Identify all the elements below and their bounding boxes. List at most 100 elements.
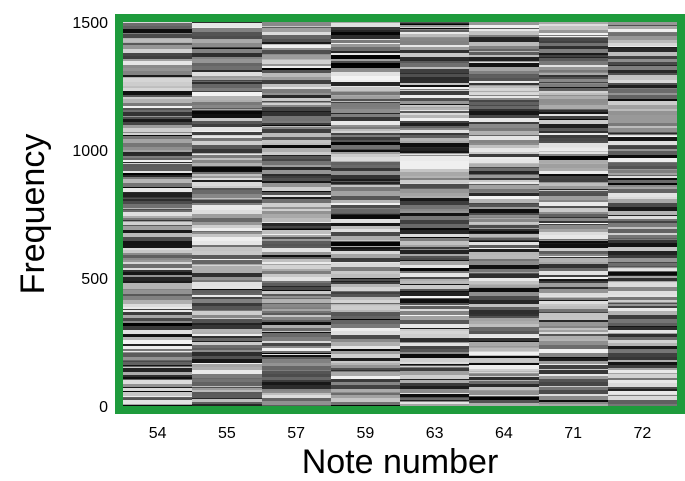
heatmap-cell — [123, 379, 192, 380]
heatmap-cell — [539, 191, 608, 193]
heatmap-cell — [123, 156, 192, 158]
heatmap-column-63 — [400, 22, 469, 406]
heatmap-cell — [262, 64, 331, 66]
heatmap-cell — [123, 78, 192, 82]
heatmap-cell — [192, 53, 262, 57]
heatmap-cell — [608, 22, 677, 25]
heatmap-cell — [469, 178, 539, 180]
heatmap-cell — [608, 362, 677, 365]
heatmap-cell — [400, 368, 469, 371]
heatmap-cell — [262, 218, 331, 222]
heatmap-cell — [262, 70, 331, 73]
heatmap-cell — [123, 68, 192, 71]
heatmap-cell — [469, 98, 539, 100]
heatmap-cell — [331, 226, 400, 229]
heatmap-cell — [331, 113, 400, 114]
heatmap-cell — [192, 332, 262, 334]
heatmap-cell — [469, 152, 539, 154]
heatmap-cell — [539, 257, 608, 258]
heatmap-cell — [262, 348, 331, 351]
heatmap-cell — [331, 223, 400, 226]
heatmap-cell — [123, 38, 192, 39]
heatmap-cell — [469, 403, 539, 406]
heatmap-cell — [469, 74, 539, 75]
heatmap-cell — [331, 251, 400, 254]
heatmap-cell — [262, 294, 331, 296]
heatmap-cell — [262, 257, 331, 259]
heatmap-cell — [192, 92, 262, 96]
heatmap-cell — [123, 290, 192, 294]
heatmap-cell — [400, 189, 469, 193]
heatmap-cell — [400, 271, 469, 273]
heatmap-cell — [400, 38, 469, 41]
heatmap-cell — [608, 75, 677, 77]
heatmap-cell — [123, 398, 192, 400]
heatmap-cell — [539, 164, 608, 168]
heatmap-cell — [262, 223, 331, 226]
heatmap-cell — [539, 53, 608, 55]
heatmap-cell — [400, 143, 469, 147]
heatmap-cell — [400, 404, 469, 406]
heatmap-cell — [262, 181, 331, 183]
heatmap-cell — [331, 281, 400, 282]
heatmap-cell — [539, 87, 608, 88]
heatmap-cell — [608, 302, 677, 303]
heatmap-cell — [262, 271, 331, 274]
heatmap-cell — [469, 269, 539, 272]
heatmap-cell — [608, 282, 677, 283]
heatmap-cell — [400, 389, 469, 393]
heatmap-cell — [400, 224, 469, 228]
heatmap-cell — [331, 271, 400, 274]
heatmap-cell — [539, 298, 608, 300]
heatmap-cell — [400, 346, 469, 349]
heatmap-cell — [192, 334, 262, 336]
heatmap-cell — [262, 385, 331, 389]
heatmap-cell — [608, 365, 677, 368]
heatmap-cell — [539, 73, 608, 75]
heatmap-cell — [192, 172, 262, 174]
x-tick-label: 55 — [218, 425, 236, 442]
heatmap-cell — [331, 319, 400, 320]
heatmap-cell — [469, 347, 539, 348]
heatmap-cell — [608, 89, 677, 93]
heatmap-cell — [400, 126, 469, 128]
heatmap-cell — [469, 377, 539, 380]
heatmap-cell — [400, 328, 469, 329]
heatmap-cell — [331, 389, 400, 392]
heatmap-cell — [539, 268, 608, 271]
heatmap-cell — [123, 23, 192, 26]
heatmap-cell — [123, 365, 192, 366]
heatmap-cell — [469, 29, 539, 31]
heatmap-cell — [331, 39, 400, 40]
heatmap-cell — [608, 216, 677, 219]
heatmap-cell — [469, 238, 539, 240]
heatmap-cell — [400, 53, 469, 57]
heatmap-cell — [469, 233, 539, 234]
heatmap-cell — [331, 107, 400, 109]
heatmap-cell — [262, 274, 331, 277]
heatmap-cell — [192, 121, 262, 124]
heatmap-cell — [469, 371, 539, 372]
heatmap-cell — [262, 304, 331, 307]
heatmap-cell — [262, 355, 331, 357]
heatmap-cell — [608, 238, 677, 239]
heatmap-cell — [331, 59, 400, 61]
heatmap-cell — [123, 388, 192, 391]
heatmap-cell — [400, 91, 469, 95]
heatmap-cell — [262, 333, 331, 337]
heatmap-cell — [123, 326, 192, 330]
heatmap-cell — [192, 329, 262, 332]
heatmap-cell — [262, 405, 331, 406]
heatmap-cell — [262, 126, 331, 127]
heatmap-cell — [608, 400, 677, 404]
heatmap-cell — [539, 154, 608, 156]
heatmap-cell — [331, 229, 400, 232]
heatmap-cell — [539, 22, 608, 24]
heatmap-cell — [608, 162, 677, 163]
heatmap-cell — [331, 87, 400, 91]
heatmap-cell — [192, 289, 262, 290]
heatmap-cell — [608, 47, 677, 48]
heatmap-cell — [539, 99, 608, 103]
heatmap-cell — [469, 346, 539, 347]
heatmap-cell — [539, 382, 608, 386]
